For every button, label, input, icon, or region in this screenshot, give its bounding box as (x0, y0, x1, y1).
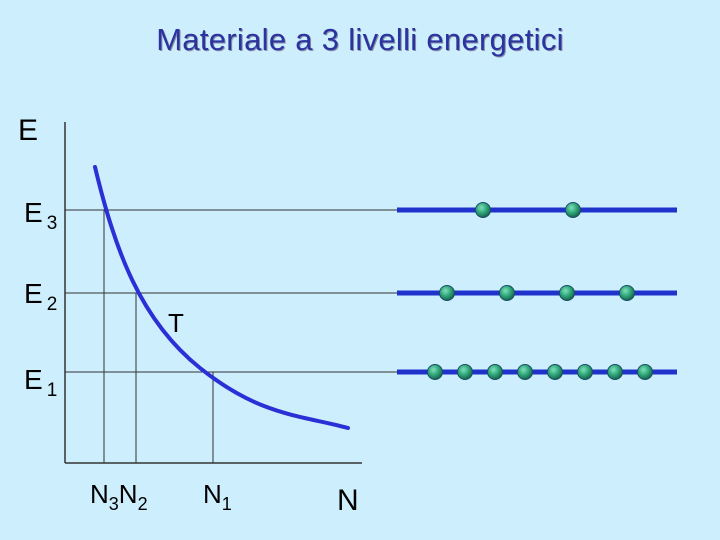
particle-group (427, 202, 653, 380)
particle-e2 (619, 285, 635, 301)
y-axis-label: E (18, 114, 38, 147)
particle-e1 (487, 364, 503, 380)
particle-e2 (499, 285, 515, 301)
particle-e1 (457, 364, 473, 380)
distribution-curve (93, 165, 350, 430)
temperature-label: T (168, 308, 184, 338)
population-label-n1: N1 (203, 479, 232, 514)
particle-e1 (577, 364, 593, 380)
x-axis-label: N (337, 484, 359, 517)
particle-e2 (439, 285, 455, 301)
population-label-n3-n2: N3N2 (90, 479, 148, 514)
slide-title: Materiale a 3 livelli energetici (156, 22, 564, 57)
particle-e1 (547, 364, 563, 380)
particle-e2 (559, 285, 575, 301)
particle-e1 (607, 364, 623, 380)
particle-e1 (427, 364, 443, 380)
particle-e3 (475, 202, 491, 218)
particle-e3 (565, 202, 581, 218)
particle-e1 (517, 364, 533, 380)
particle-e1 (637, 364, 653, 380)
